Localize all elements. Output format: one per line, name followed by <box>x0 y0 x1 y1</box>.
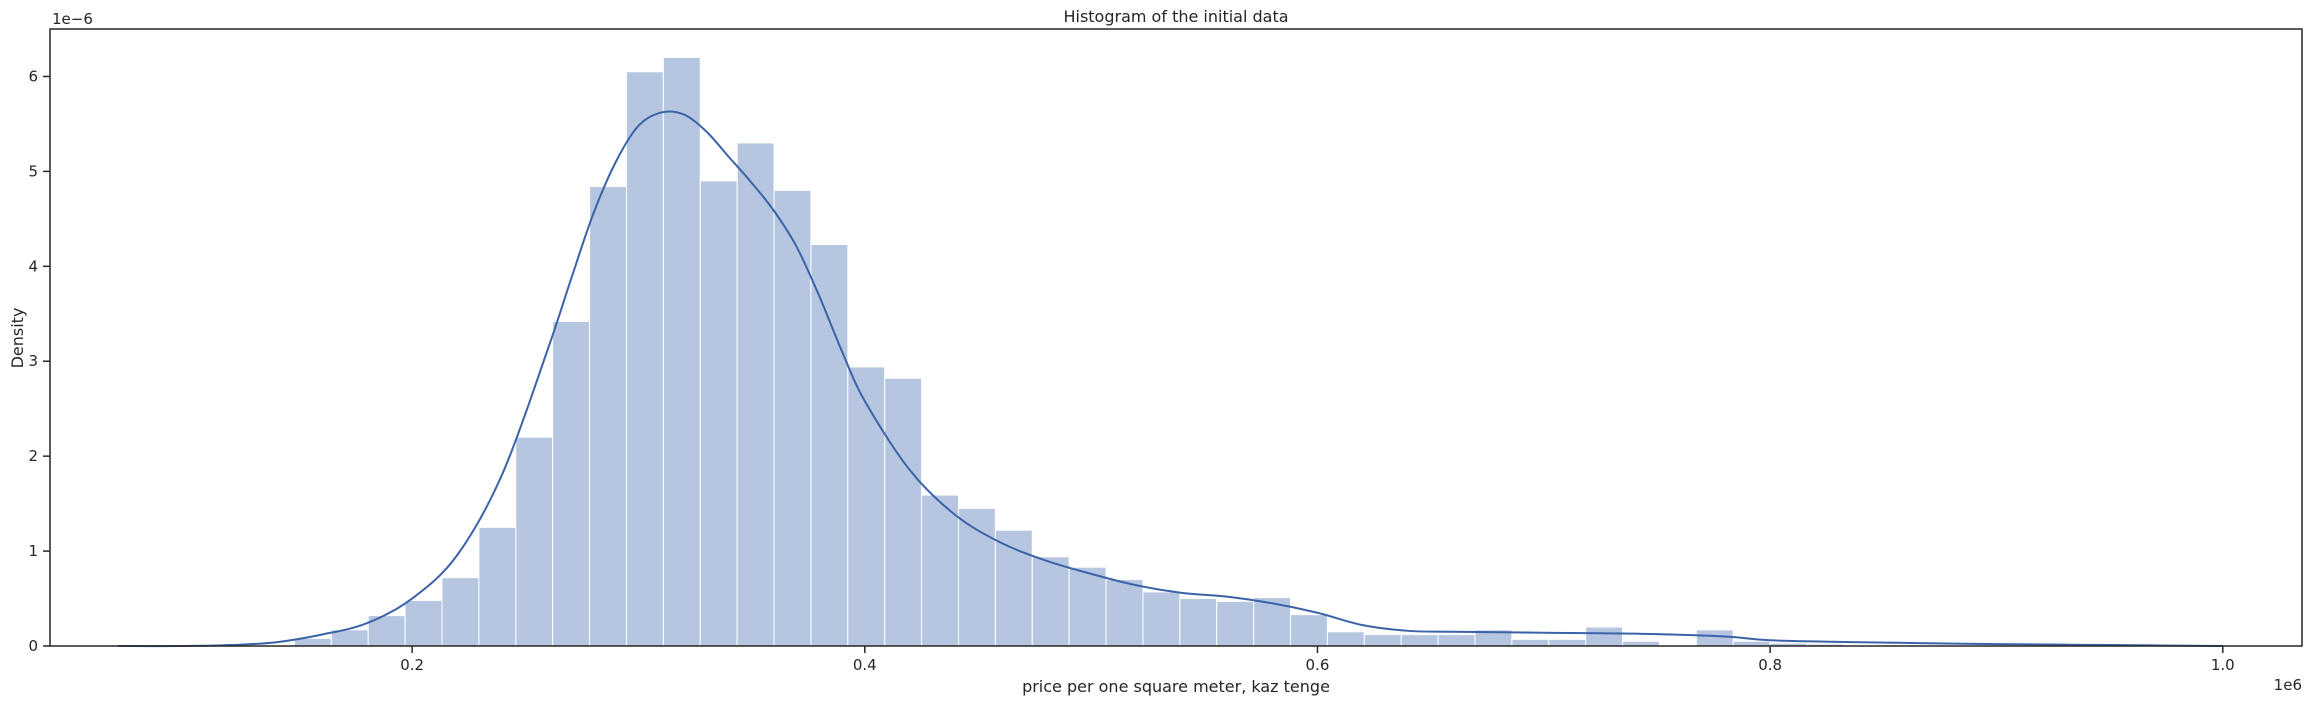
histogram-bar <box>478 526 517 647</box>
histogram-bar <box>515 436 554 647</box>
y-tick-label: 1 <box>28 542 38 560</box>
kde-line <box>117 110 2223 648</box>
x-tick-label: 1.0 <box>2211 656 2235 674</box>
x-tick-label: 0.2 <box>400 656 424 674</box>
histogram-bar <box>773 189 812 647</box>
bars-layer <box>293 56 2066 647</box>
y-tick-label: 3 <box>28 352 38 370</box>
y-tick-label: 0 <box>28 637 38 655</box>
chart-title: Histogram of the initial data <box>1063 7 1288 26</box>
histogram-bar <box>589 186 627 647</box>
histogram-bar <box>1585 626 1624 647</box>
x-axis: 0.2 0.4 0.6 0.8 1.0 <box>400 646 2235 674</box>
histogram-bar <box>884 377 923 647</box>
histogram-bar <box>1548 638 1587 647</box>
histogram-bar <box>1437 634 1476 647</box>
histogram-bar <box>1105 579 1144 647</box>
y-tick-label: 4 <box>28 257 38 275</box>
x-tick-label: 0.4 <box>853 656 877 674</box>
histogram-bar <box>1400 634 1439 647</box>
histogram-bar <box>810 243 849 647</box>
histogram-bar <box>1216 600 1255 647</box>
histogram-bar <box>921 494 959 647</box>
histogram-bar <box>1326 631 1365 647</box>
histogram-bar <box>736 142 775 647</box>
histogram-bar <box>1142 591 1181 647</box>
histogram-bar <box>1179 598 1218 647</box>
y-offset-label: 1e−6 <box>52 10 93 28</box>
histogram-bar <box>441 577 480 647</box>
y-tick-label: 5 <box>28 162 38 180</box>
histogram-bar <box>1363 634 1402 647</box>
histogram-bar <box>1290 614 1328 647</box>
x-tick-label: 0.8 <box>1758 656 1782 674</box>
histogram-bar <box>404 599 443 647</box>
x-offset-label: 1e6 <box>2274 676 2302 694</box>
histogram-bar <box>1511 638 1550 647</box>
histogram-bar <box>552 320 591 647</box>
histogram-bar <box>625 71 664 647</box>
x-tick-label: 0.6 <box>1306 656 1330 674</box>
y-axis: 0 1 2 3 4 5 6 <box>28 67 50 655</box>
histogram-bar <box>847 366 886 647</box>
y-tick-label: 2 <box>28 447 38 465</box>
y-tick-label: 6 <box>28 67 38 85</box>
histogram-bar <box>662 56 701 647</box>
histogram-bar <box>699 180 738 647</box>
histogram-bar <box>1068 566 1107 647</box>
y-axis-label: Density <box>8 308 27 369</box>
x-axis-label: price per one square meter, kaz tenge <box>1022 677 1330 696</box>
plot-frame <box>49 28 2303 647</box>
histogram-bar <box>1031 556 1070 647</box>
histogram-bar <box>1695 629 1734 647</box>
